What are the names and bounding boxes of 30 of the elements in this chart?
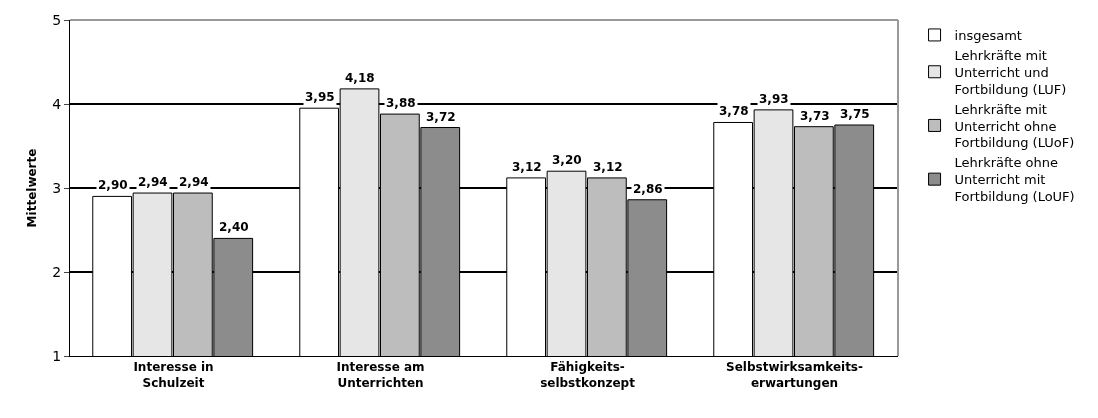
legend-label: Lehrkräfte ohne Unterricht mit Fortbildung (LoUF) xyxy=(954,155,1075,205)
data-label: 3,73 xyxy=(800,109,830,123)
y-tick-label: 3 xyxy=(52,179,62,196)
x-tick-label: Interesse am Unterrichten xyxy=(336,360,425,390)
x-tick-label: Selbstwirksamkeits-erwartungen xyxy=(726,360,863,390)
y-axis-title: Mittelwerte xyxy=(25,148,39,228)
legend-label: Lehrkräfte mit Unterricht ohne Fortbildung (LUoF) xyxy=(954,101,1075,151)
data-label: 3,88 xyxy=(386,96,416,110)
data-label: 3,75 xyxy=(840,107,870,121)
data-label: 3,12 xyxy=(593,160,623,174)
data-label: 3,12 xyxy=(512,160,542,174)
y-tick-label: 5 xyxy=(52,11,62,28)
x-tick-label: Fähigkeits-selbstkonzept xyxy=(540,360,636,390)
data-label: 2,94 xyxy=(138,175,168,189)
data-label: 3,72 xyxy=(426,110,456,124)
y-tick-label: 2 xyxy=(52,263,62,280)
data-label: 4,18 xyxy=(345,71,375,85)
data-label: 2,90 xyxy=(98,178,128,192)
legend-label: insgesamt xyxy=(954,28,1022,44)
legend-label: Lehrkräfte mit Unterricht und Fortbildung (LUF) xyxy=(954,47,1067,97)
data-label: 3,93 xyxy=(759,92,789,106)
y-tick-label: 1 xyxy=(52,347,62,364)
data-label: 3,78 xyxy=(719,104,749,118)
data-label: 3,95 xyxy=(305,90,335,104)
data-label: 3,20 xyxy=(552,153,582,167)
data-label: 2,40 xyxy=(219,220,249,234)
data-label: 2,94 xyxy=(179,175,209,189)
data-label: 2,86 xyxy=(633,182,663,196)
y-tick-label: 4 xyxy=(52,95,62,112)
x-tick-label: Interesse in Schulzeit xyxy=(133,360,214,390)
